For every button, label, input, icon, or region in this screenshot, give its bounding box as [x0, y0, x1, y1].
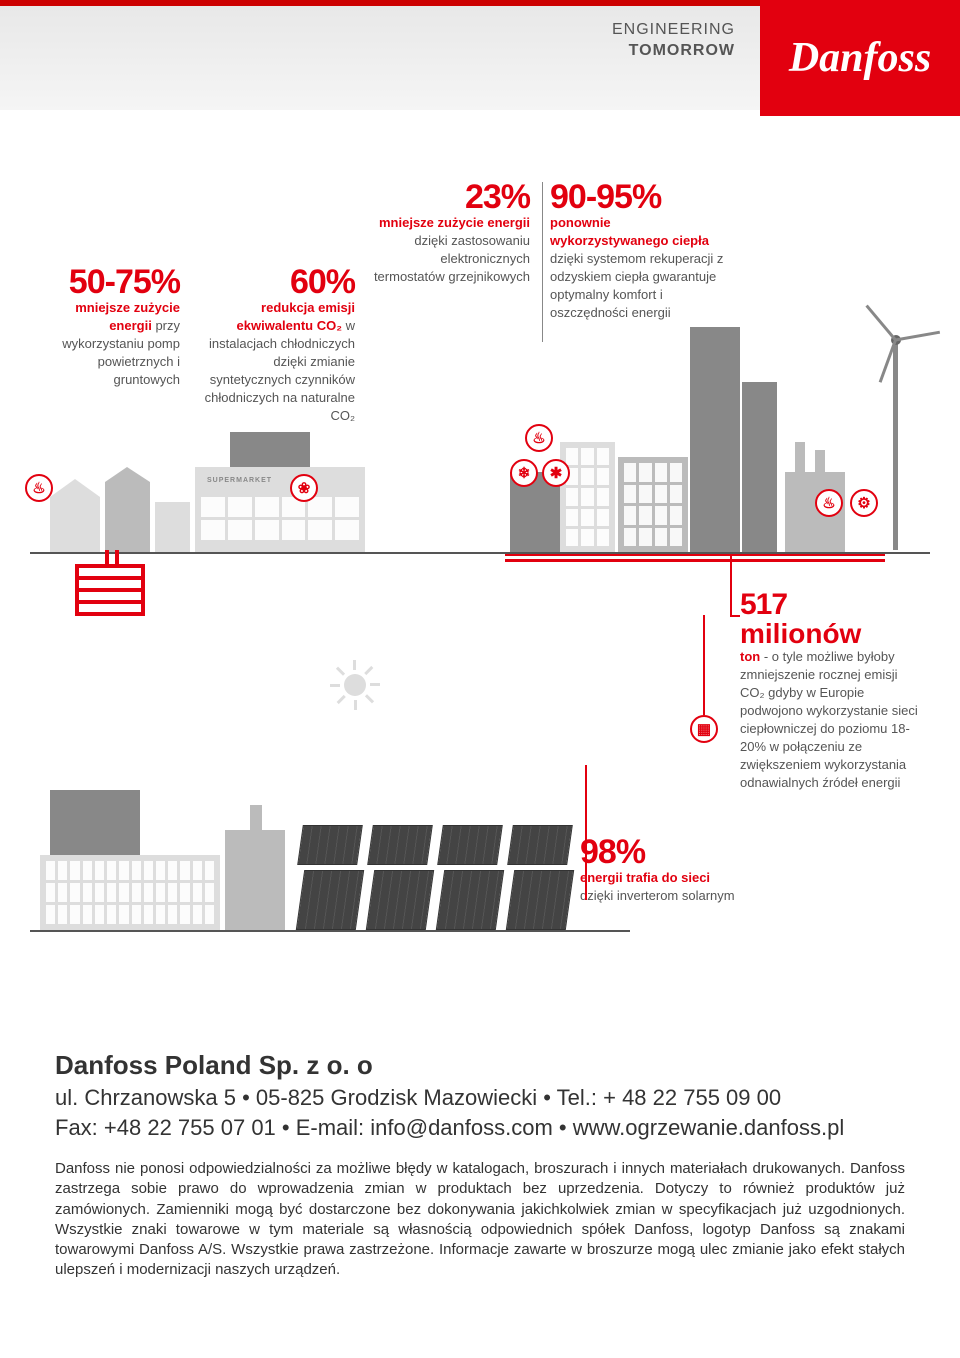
- callout-pct: 23%: [370, 180, 530, 214]
- connector-line: [730, 615, 740, 617]
- supermarket-sign: SUPERMARKET: [207, 477, 272, 484]
- legal-disclaimer: Danfoss nie ponosi odpowiedzialności za …: [55, 1159, 905, 1281]
- callout-lead: ponownie wykorzystywanego ciepła: [550, 215, 709, 248]
- supermarket-building: SUPERMARKET: [195, 467, 365, 552]
- wind-turbine-icon: [870, 310, 920, 550]
- house-silhouette: [50, 497, 100, 552]
- solar-panel-icon: [296, 870, 364, 930]
- solar-panel-icon: [367, 825, 433, 865]
- callout-pct: 517: [740, 590, 920, 620]
- connector-line: [703, 615, 705, 715]
- building-silhouette: [618, 457, 688, 552]
- callout-lead: energii trafia do sieci: [580, 870, 710, 885]
- company-contact: Fax: +48 22 755 07 01 • E-mail: info@dan…: [55, 1115, 905, 1141]
- tower-silhouette: [690, 327, 740, 552]
- gear-icon: ⚙: [850, 489, 878, 517]
- company-name: Danfoss Poland Sp. z o. o: [55, 1050, 905, 1081]
- tagline: ENGINEERING TOMORROW: [612, 0, 760, 116]
- footer-block: Danfoss Poland Sp. z o. o ul. Chrzanowsk…: [0, 1030, 960, 1331]
- house-silhouette: [105, 482, 150, 552]
- callout-divider: [542, 182, 543, 342]
- solar-panel-icon: [437, 825, 503, 865]
- district-heating-pipe: [505, 559, 885, 562]
- snowflake-icon: ❄: [510, 459, 538, 487]
- company-address: ul. Chrzanowska 5 • 05-825 Grodzisk Mazo…: [55, 1085, 905, 1111]
- heat-icon: ♨: [25, 474, 53, 502]
- solar-panel-icon: [297, 825, 363, 865]
- infographic-area: 50-75% mniejsze zużycie energii przy wyk…: [0, 110, 960, 1030]
- callout-body: - o tyle możliwe byłoby zmniejszenie roc…: [740, 649, 918, 790]
- cityscape-top: SUPERMARKET: [30, 370, 930, 552]
- solar-grid-icon: ▦: [690, 715, 718, 743]
- sun-icon: [330, 660, 380, 710]
- leaf-icon: ❀: [290, 474, 318, 502]
- cityscape-bottom: ▦: [30, 670, 590, 930]
- solar-panel-icon: [506, 870, 574, 930]
- fan-icon: ✱: [542, 459, 570, 487]
- callout-lead: mniejsze zużycie energii: [379, 215, 530, 230]
- callout-body: dzięki zastosowaniu elektronicznych term…: [374, 233, 530, 284]
- building-silhouette: [560, 442, 615, 552]
- connector-line: [730, 555, 732, 615]
- ground-line: [30, 552, 930, 554]
- tagline-line2: TOMORROW: [612, 41, 735, 62]
- header-bar: ENGINEERING TOMORROW Danfoss: [0, 0, 960, 110]
- ground-line-bottom: [30, 930, 630, 932]
- solar-panel-icon: [366, 870, 434, 930]
- callout-district-heating: 517 milionów ton - o tyle możliwe byłoby…: [740, 590, 920, 792]
- house-silhouette: [155, 502, 190, 552]
- header-right: ENGINEERING TOMORROW Danfoss: [612, 0, 960, 116]
- connector-line: [585, 765, 587, 900]
- tower-silhouette: [742, 382, 777, 552]
- solar-panel-icon: [507, 825, 573, 865]
- heat-icon: ♨: [815, 489, 843, 517]
- building-silhouette: [40, 855, 220, 930]
- callout-pct: 98%: [580, 835, 740, 869]
- heat-icon: ♨: [525, 424, 553, 452]
- ground-heat-coil: [75, 564, 145, 624]
- callout-solar-inverter: 98% energii trafia do sieci dzięki inver…: [580, 835, 740, 905]
- callout-body: dzięki inverterom solarnym: [580, 888, 735, 903]
- callout-pct: 90-95%: [550, 180, 725, 214]
- tagline-line1: ENGINEERING: [612, 20, 735, 41]
- callout-pct: 60%: [195, 265, 355, 299]
- callout-sub: milionów: [740, 620, 920, 648]
- brand-logo: Danfoss: [760, 0, 960, 116]
- callout-thermostats: 23% mniejsze zużycie energii dzięki zast…: [370, 180, 530, 286]
- callout-heat-recovery: 90-95% ponownie wykorzystywanego ciepła …: [550, 180, 725, 322]
- solar-panel-icon: [436, 870, 504, 930]
- callout-body: dzięki systemom rekuperacji z odzyskiem …: [550, 251, 723, 320]
- callout-lead: redukcja emisji ekwiwalentu CO₂: [237, 300, 355, 333]
- callout-lead: ton: [740, 649, 764, 664]
- callout-pct: 50-75%: [30, 265, 180, 299]
- building-silhouette: [225, 830, 285, 930]
